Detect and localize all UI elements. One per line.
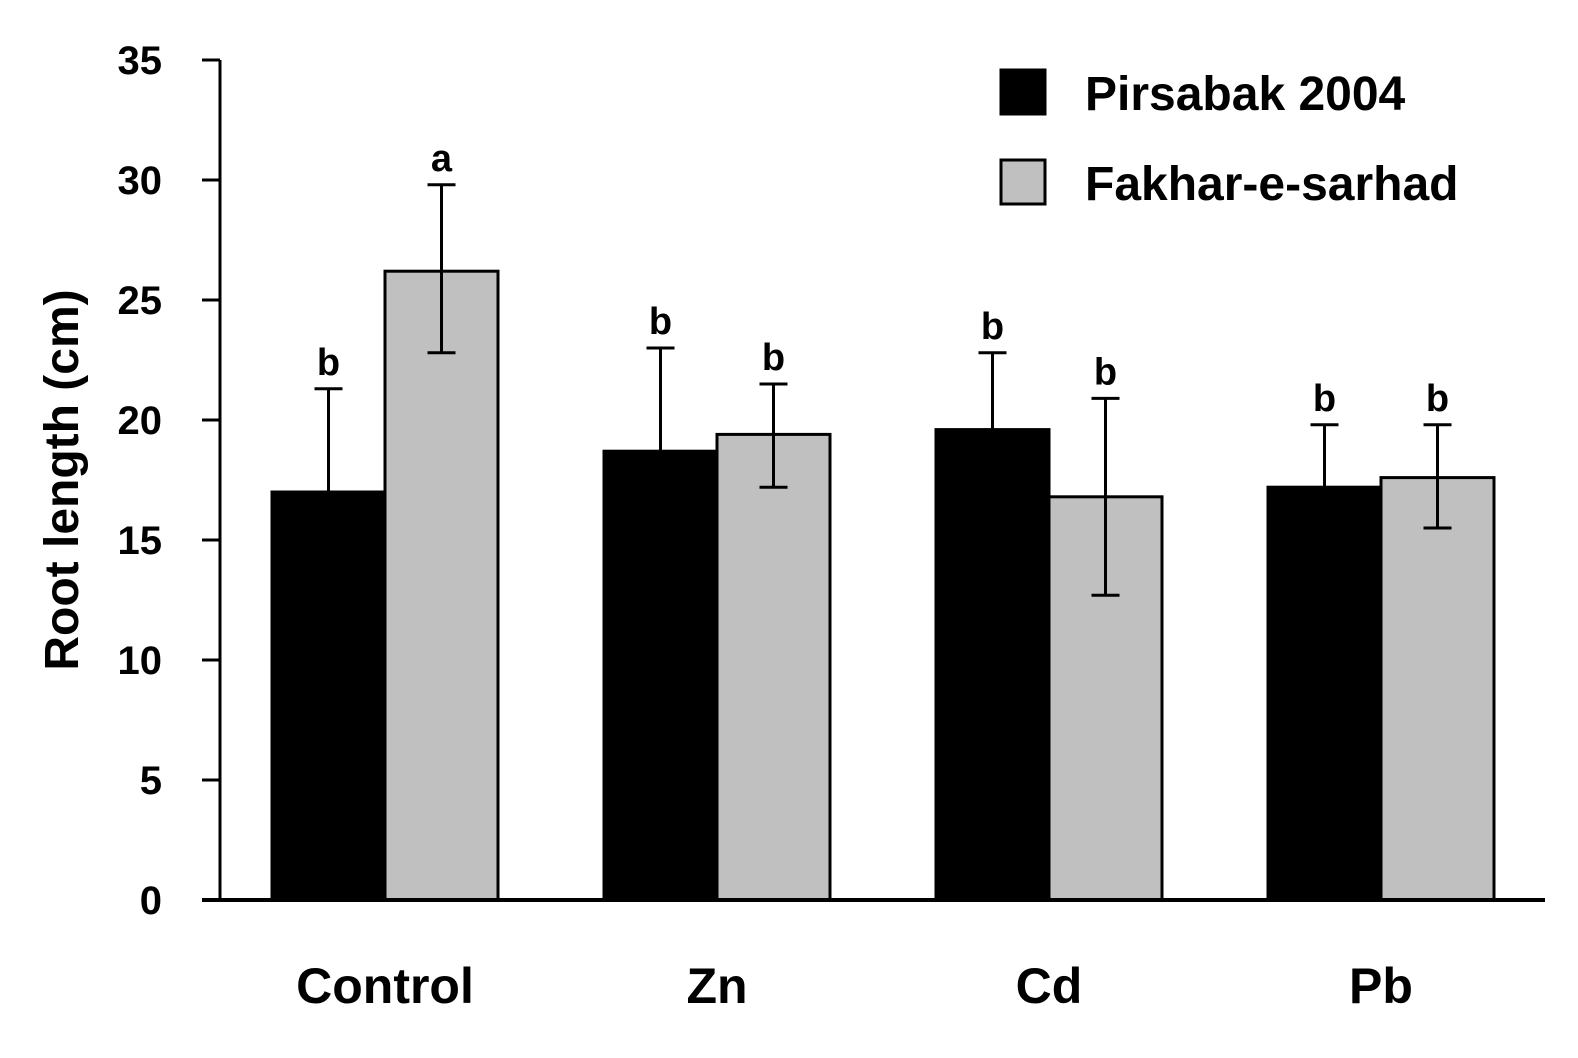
- y-tick-label: 35: [118, 39, 163, 83]
- bar-pirsabak-zn: [602, 449, 719, 902]
- bar-pirsabak-cd: [934, 428, 1051, 902]
- y-tick-label: 30: [118, 159, 163, 203]
- y-tick-label: 10: [118, 639, 163, 683]
- significance-letter: b: [1094, 351, 1117, 393]
- y-tick-label: 0: [140, 879, 162, 923]
- y-tick-label: 25: [118, 279, 163, 323]
- y-axis-title: Root length (cm): [36, 289, 89, 670]
- significance-letter: b: [1313, 378, 1336, 420]
- x-category-label: Control: [296, 958, 474, 1014]
- x-category-label: Cd: [1016, 958, 1083, 1014]
- legend-swatch: [999, 158, 1047, 206]
- y-tick-label: 20: [118, 399, 163, 443]
- significance-labels-layer: b b b b a b b b: [317, 138, 1449, 420]
- axes-layer: [202, 60, 1545, 902]
- significance-letter: b: [1426, 378, 1449, 420]
- bar-fakhar-zn: [715, 432, 832, 902]
- bar-fakhar-control: [383, 269, 500, 902]
- legend-label: Pirsabak 2004: [1085, 68, 1406, 121]
- significance-letter: b: [981, 306, 1004, 348]
- legend-swatch: [999, 68, 1047, 116]
- x-labels-layer: Control Zn Cd Pb: [296, 958, 1413, 1014]
- bar-pirsabak-pb: [1266, 485, 1383, 902]
- x-category-label: Pb: [1349, 958, 1413, 1014]
- significance-letter: b: [317, 342, 340, 384]
- legend-label: Fakhar-e-sarhad: [1085, 158, 1458, 211]
- significance-letter: b: [762, 337, 785, 379]
- y-tick-label: 5: [140, 759, 162, 803]
- y-ticks-layer: 0 5 10 15 20 25 30 35: [118, 39, 220, 923]
- bars-layer: [270, 269, 1496, 902]
- significance-letter: a: [431, 138, 453, 180]
- y-tick-label: 15: [118, 519, 163, 563]
- error-bars-layer: [314, 183, 1452, 597]
- x-category-label: Zn: [686, 958, 747, 1014]
- bar-fakhar-pb: [1379, 476, 1496, 902]
- legend: Pirsabak 2004 Fakhar-e-sarhad: [999, 68, 1458, 211]
- bar-pirsabak-control: [270, 490, 387, 902]
- significance-letter: b: [649, 301, 672, 343]
